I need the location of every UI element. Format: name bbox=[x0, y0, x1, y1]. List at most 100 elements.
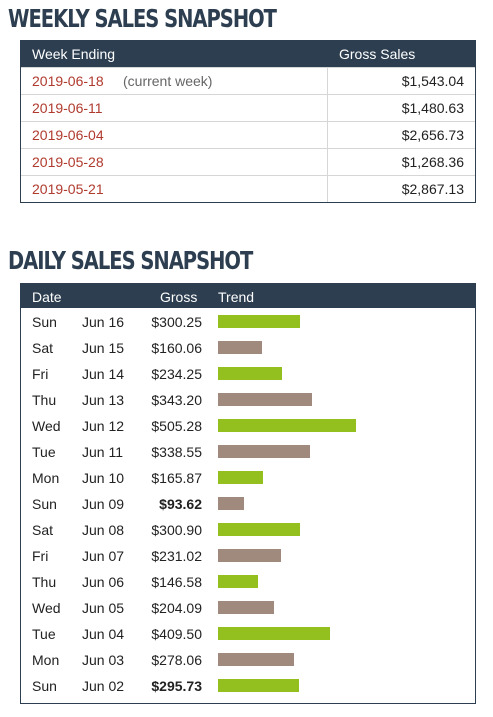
trend-bar bbox=[218, 497, 244, 510]
table-row: Tue Jun 04 $409.50 bbox=[21, 620, 475, 646]
day-name: Thu bbox=[32, 574, 57, 590]
day-date: Jun 09 bbox=[82, 496, 125, 512]
day-date: Jun 16 bbox=[82, 314, 125, 330]
gross-value: $165.87 bbox=[151, 470, 202, 486]
table-row: Wed Jun 05 $204.09 bbox=[21, 594, 475, 620]
day-date: Jun 15 bbox=[82, 340, 125, 356]
day-name: Sun bbox=[32, 314, 57, 330]
week-date-link[interactable]: 2019-05-21 bbox=[32, 181, 104, 197]
day-date: Jun 03 bbox=[82, 652, 125, 668]
weekly-table-header: Week Ending Gross Sales bbox=[21, 41, 475, 67]
gross-sales-value: $2,656.73 bbox=[401, 127, 464, 143]
gross-value: $343.20 bbox=[151, 392, 202, 408]
gross-value: $93.62 bbox=[159, 496, 202, 512]
trend-bar bbox=[218, 653, 294, 666]
date-header: Date bbox=[32, 289, 62, 305]
week-date-link[interactable]: 2019-06-04 bbox=[32, 127, 104, 143]
week-date-link[interactable]: 2019-06-18 bbox=[32, 73, 104, 89]
table-row: Fri Jun 14 $234.25 bbox=[21, 360, 475, 386]
gross-value: $231.02 bbox=[151, 548, 202, 564]
column-divider bbox=[327, 95, 328, 121]
day-name: Wed bbox=[32, 418, 61, 434]
day-name: Tue bbox=[32, 444, 56, 460]
table-row: 2019-05-28 $1,268.36 bbox=[21, 148, 475, 175]
column-divider bbox=[327, 149, 328, 175]
day-name: Sun bbox=[32, 496, 57, 512]
day-name: Sat bbox=[32, 522, 54, 538]
column-divider bbox=[327, 68, 328, 94]
gross-value: $409.50 bbox=[151, 626, 202, 642]
day-name: Fri bbox=[32, 366, 49, 382]
week-note: (current week) bbox=[123, 73, 213, 89]
gross-value: $160.06 bbox=[151, 340, 202, 356]
trend-bar bbox=[218, 679, 299, 692]
trend-bar bbox=[218, 367, 282, 380]
trend-bar bbox=[218, 601, 274, 614]
table-row: 2019-06-18 (current week) $1,543.04 bbox=[21, 67, 475, 94]
table-row: Thu Jun 13 $343.20 bbox=[21, 386, 475, 412]
day-name: Sun bbox=[32, 678, 57, 694]
gross-value: $146.58 bbox=[151, 574, 202, 590]
trend-bar bbox=[218, 393, 312, 406]
column-divider bbox=[327, 122, 328, 148]
table-row: Sat Jun 15 $160.06 bbox=[21, 334, 475, 360]
day-date: Jun 11 bbox=[82, 444, 123, 460]
day-name: Tue bbox=[32, 626, 56, 642]
gross-value: $295.73 bbox=[151, 678, 202, 694]
daily-table-body: Sun Jun 16 $300.25 Sat Jun 15 $160.06 Fri Jun 1… bbox=[21, 308, 475, 698]
gross-value: $338.55 bbox=[151, 444, 202, 460]
daily-table-header: Date Gross Trend bbox=[21, 284, 475, 308]
trend-bar bbox=[218, 419, 356, 432]
column-divider bbox=[327, 176, 328, 202]
day-date: Jun 04 bbox=[82, 626, 125, 642]
table-row: Fri Jun 07 $231.02 bbox=[21, 542, 475, 568]
gross-sales-value: $1,268.36 bbox=[401, 154, 464, 170]
trend-bar bbox=[218, 627, 330, 640]
gross-value: $278.06 bbox=[151, 652, 202, 668]
week-date-link[interactable]: 2019-06-11 bbox=[32, 100, 103, 116]
day-name: Fri bbox=[32, 548, 49, 564]
week-date-link[interactable]: 2019-05-28 bbox=[32, 154, 104, 170]
table-row: Sat Jun 08 $300.90 bbox=[21, 516, 475, 542]
table-row: 2019-06-11 $1,480.63 bbox=[21, 94, 475, 121]
day-date: Jun 14 bbox=[82, 366, 125, 382]
trend-bar bbox=[218, 315, 300, 328]
day-date: Jun 13 bbox=[82, 392, 125, 408]
day-name: Mon bbox=[32, 470, 60, 486]
trend-bar bbox=[218, 445, 310, 458]
trend-bar bbox=[218, 523, 300, 536]
gross-sales-value: $2,867.13 bbox=[401, 181, 464, 197]
day-date: Jun 06 bbox=[82, 574, 125, 590]
day-name: Mon bbox=[32, 652, 60, 668]
daily-sales-heading: DAILY SALES SNAPSHOT bbox=[8, 246, 253, 275]
day-date: Jun 07 bbox=[82, 548, 125, 564]
day-name: Thu bbox=[32, 392, 57, 408]
table-row: Sun Jun 09 $93.62 bbox=[21, 490, 475, 516]
day-name: Sat bbox=[32, 340, 54, 356]
trend-bar bbox=[218, 575, 258, 588]
day-date: Jun 08 bbox=[82, 522, 125, 538]
gross-value: $300.90 bbox=[151, 522, 202, 538]
day-date: Jun 12 bbox=[82, 418, 125, 434]
gross-value: $204.09 bbox=[151, 600, 202, 616]
gross-sales-header: Gross Sales bbox=[339, 46, 416, 62]
day-date: Jun 10 bbox=[82, 470, 125, 486]
trend-header: Trend bbox=[218, 289, 255, 305]
trend-bar bbox=[218, 341, 262, 354]
trend-bar bbox=[218, 549, 281, 562]
gross-sales-value: $1,480.63 bbox=[401, 100, 464, 116]
table-row: Mon Jun 10 $165.87 bbox=[21, 464, 475, 490]
gross-value: $234.25 bbox=[151, 366, 202, 382]
table-row: Sun Jun 02 $295.73 bbox=[21, 672, 475, 698]
day-date: Jun 05 bbox=[82, 600, 125, 616]
gross-header: Gross bbox=[160, 289, 198, 305]
table-row: Wed Jun 12 $505.28 bbox=[21, 412, 475, 438]
table-row: 2019-05-21 $2,867.13 bbox=[21, 175, 475, 202]
table-row: Thu Jun 06 $146.58 bbox=[21, 568, 475, 594]
table-row: 2019-06-04 $2,656.73 bbox=[21, 121, 475, 148]
weekly-sales-table: Week Ending Gross Sales 2019-06-18 (curre… bbox=[20, 40, 476, 203]
weekly-table-body: 2019-06-18 (current week) $1,543.04 2019-06… bbox=[21, 67, 475, 202]
trend-bar bbox=[218, 471, 263, 484]
table-row: Sun Jun 16 $300.25 bbox=[21, 308, 475, 334]
gross-value: $300.25 bbox=[151, 314, 202, 330]
